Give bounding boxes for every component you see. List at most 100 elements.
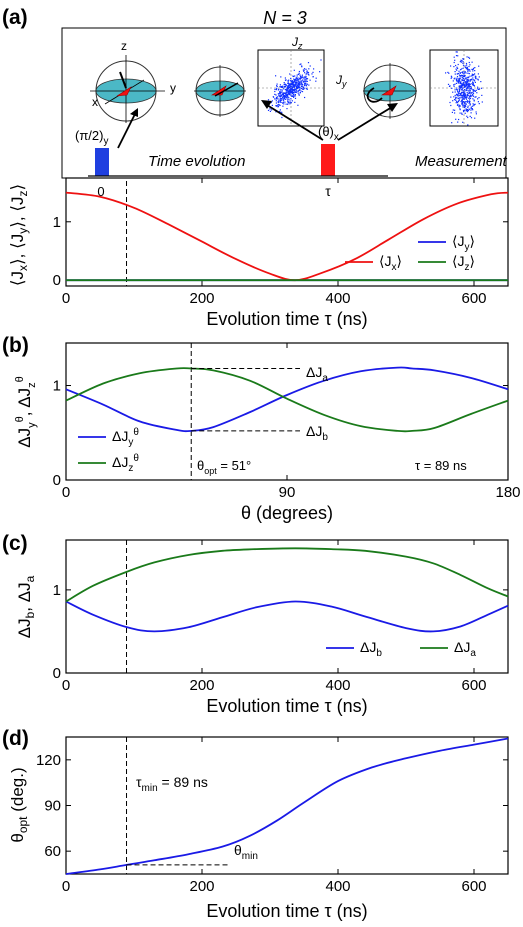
scatter-point [456, 104, 459, 106]
scatter-point [319, 71, 321, 73]
scatter-point [470, 117, 473, 119]
scatter-point [458, 92, 460, 95]
scatter-point [466, 91, 468, 94]
scatter-point [302, 86, 304, 88]
scatter-point [294, 89, 296, 91]
scatter-point [464, 89, 466, 91]
scatter-point [477, 73, 479, 75]
scatter-point [289, 92, 291, 94]
scatter-point [300, 76, 302, 78]
scatter-point [463, 84, 465, 86]
legend-label: ΔJzθ [112, 453, 139, 474]
scatter-point [292, 91, 294, 93]
scatter-point [467, 109, 470, 112]
scatter-point [282, 101, 284, 104]
scatter-point [450, 96, 452, 98]
scatter-point [278, 104, 280, 106]
scatter-point [459, 112, 461, 114]
scatter-point [461, 74, 463, 76]
scatter-point [474, 67, 476, 69]
scatter-point [460, 91, 463, 93]
scatter-point [307, 62, 310, 64]
scatter-point [306, 78, 309, 80]
scatter-point [454, 94, 456, 96]
scatter-point [458, 91, 460, 93]
scatter-point [474, 70, 476, 72]
scatter-point [465, 82, 468, 84]
scatter-point [294, 101, 296, 103]
scatter-point [284, 79, 287, 81]
scatter-point [466, 111, 469, 113]
scatter-point [463, 80, 465, 82]
scatter-point [294, 81, 297, 84]
scatter-point [299, 75, 302, 77]
scatter-point [287, 100, 289, 102]
scatter-point [289, 86, 291, 88]
scatter-point [467, 87, 469, 89]
scatter-point [469, 115, 471, 117]
scatter-point [291, 86, 294, 88]
scatter-point [470, 106, 472, 108]
scatter-point [471, 95, 473, 97]
scatter-point [463, 80, 465, 82]
scatter-point [460, 61, 462, 63]
pulse2-label: (θ)x [318, 124, 339, 143]
scatter-point [467, 80, 469, 82]
scatter-point [460, 87, 462, 89]
scatter-point [287, 85, 289, 87]
scatter-point [297, 84, 299, 86]
scatter-point [290, 85, 292, 87]
y-tick-label: 0 [53, 665, 61, 682]
scatter-point [454, 73, 456, 75]
scatter-point [459, 108, 461, 110]
scatter-point [290, 88, 292, 91]
scatter-point [451, 76, 453, 78]
scatter-point [294, 91, 296, 93]
scatter-point [303, 81, 305, 83]
scatter-point [305, 73, 307, 75]
x-tick-label: 0 [62, 484, 70, 501]
measurement-label: Measurement [415, 153, 508, 170]
series-line-blue [65, 366, 509, 433]
scatter-point [462, 75, 464, 77]
scatter-point [286, 108, 288, 110]
scatter-point [463, 97, 465, 99]
scatter-point [296, 86, 298, 88]
scatter-point [299, 87, 301, 89]
scatter-point [292, 86, 295, 88]
scatter-point [464, 77, 467, 79]
x-tick-label: 600 [461, 677, 486, 694]
n-label: N = 3 [263, 8, 307, 28]
ylabel-d: θopt (deg.) [8, 767, 30, 842]
scatter-point [461, 79, 463, 82]
scatter-point [475, 75, 477, 77]
scatter-point [447, 83, 450, 85]
scatter-point [279, 97, 281, 99]
scatter-point [276, 83, 278, 85]
scatter-point [461, 89, 463, 91]
scatter-point [447, 71, 449, 73]
scatter-point [285, 103, 287, 105]
scatter-point [295, 77, 297, 79]
scatter-point [275, 94, 277, 96]
scatter-point [274, 90, 276, 93]
scatter-point [455, 99, 457, 101]
scatter-plot-2 [429, 49, 499, 127]
scatter-point [299, 92, 301, 94]
scatter-point [457, 93, 459, 95]
scatter-point [286, 97, 288, 99]
scatter-point [458, 70, 460, 72]
scatter-point [469, 83, 471, 85]
scatter-point [292, 94, 294, 96]
scatter-point [463, 79, 465, 81]
scatter-point [477, 86, 479, 88]
scatter-point [467, 110, 469, 112]
scatter-point [462, 104, 464, 106]
scatter-point [292, 90, 294, 92]
scatter-point [305, 75, 307, 77]
scatter-point [459, 72, 461, 74]
scatter-point [293, 80, 295, 82]
scatter-point [296, 90, 298, 92]
x-tick-label: 180 [495, 484, 520, 501]
scatter-point [454, 98, 457, 100]
